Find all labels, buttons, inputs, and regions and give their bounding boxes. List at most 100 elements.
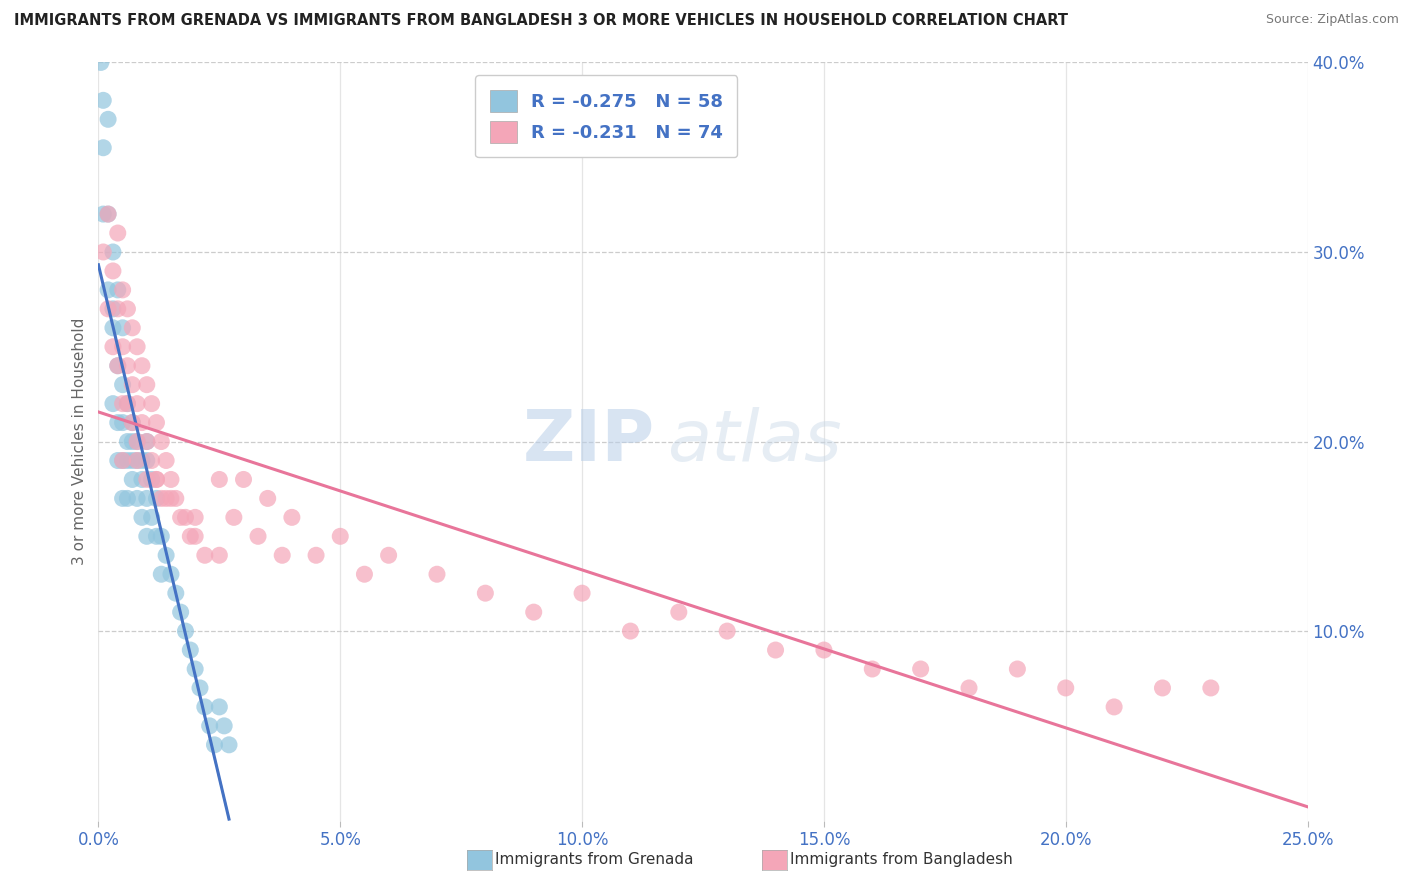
Point (150, 434, 173, 449)
Point (141, 396, 163, 410)
Point (256, 491, 278, 506)
Point (135, 377, 157, 392)
Point (135, 453, 157, 467)
Point (155, 453, 177, 467)
Point (141, 473, 163, 487)
Point (101, 340, 124, 354)
Point (160, 567, 183, 582)
Point (111, 453, 134, 467)
Point (135, 434, 157, 449)
Point (135, 473, 157, 487)
Point (208, 699, 231, 714)
Point (329, 529, 352, 543)
Point (208, 548, 231, 563)
Point (222, 510, 245, 524)
Point (169, 605, 191, 619)
Point (813, 643, 835, 657)
Text: IMMIGRANTS FROM GRENADA VS IMMIGRANTS FROM BANGLADESH 3 OR MORE VEHICLES IN HOUS: IMMIGRANTS FROM GRENADA VS IMMIGRANTS FR… (14, 13, 1069, 29)
Point (281, 510, 304, 524)
Point (305, 548, 328, 563)
Text: ZIP: ZIP (523, 407, 655, 476)
Point (377, 548, 399, 563)
Point (111, 416, 134, 430)
Point (426, 567, 449, 582)
Point (121, 416, 143, 430)
Point (194, 699, 217, 714)
Point (107, 416, 129, 430)
Point (145, 529, 167, 543)
Point (198, 719, 221, 733)
Point (91, 94, 114, 108)
Point (212, 719, 235, 733)
Point (101, 264, 124, 278)
Point (91, 244, 114, 259)
Point (111, 283, 134, 297)
Text: atlas: atlas (666, 407, 841, 476)
Point (107, 226, 129, 240)
Point (101, 320, 124, 334)
Point (97, 112, 120, 127)
Point (97, 207, 120, 221)
Point (131, 473, 153, 487)
Point (910, 662, 932, 676)
Point (101, 301, 124, 316)
Point (765, 643, 787, 657)
Point (121, 473, 143, 487)
Point (121, 377, 143, 392)
Point (117, 491, 139, 506)
Point (179, 643, 201, 657)
Point (91, 141, 114, 155)
Point (107, 453, 129, 467)
Point (127, 453, 149, 467)
Point (188, 681, 211, 695)
Point (232, 473, 254, 487)
Point (571, 586, 593, 600)
Text: Immigrants from Bangladesh: Immigrants from Bangladesh (790, 853, 1012, 867)
Point (165, 491, 187, 506)
Point (150, 529, 173, 543)
Point (121, 320, 143, 334)
Point (194, 548, 217, 563)
Point (141, 453, 163, 467)
Point (121, 416, 143, 430)
Point (145, 491, 167, 506)
Point (131, 416, 153, 430)
Point (117, 359, 139, 373)
Point (218, 738, 240, 752)
Point (184, 662, 207, 676)
Point (174, 624, 197, 639)
Point (184, 510, 207, 524)
Point (179, 529, 201, 543)
Point (127, 396, 149, 410)
Point (160, 473, 183, 487)
Point (111, 491, 134, 506)
Point (111, 396, 134, 410)
Point (127, 434, 149, 449)
Point (111, 320, 134, 334)
Point (353, 567, 375, 582)
Point (1054, 681, 1077, 695)
Point (135, 529, 157, 543)
Point (117, 453, 139, 467)
Point (107, 301, 129, 316)
Point (271, 548, 294, 563)
Point (160, 491, 183, 506)
Point (97, 301, 120, 316)
Point (860, 662, 883, 676)
Point (155, 491, 177, 506)
Point (184, 529, 207, 543)
Point (101, 396, 124, 410)
Point (247, 529, 270, 543)
Point (117, 396, 139, 410)
Point (111, 453, 134, 467)
Point (111, 340, 134, 354)
Point (111, 377, 134, 392)
Point (107, 359, 129, 373)
Point (1007, 662, 1029, 676)
Point (107, 283, 129, 297)
Y-axis label: 3 or more Vehicles in Household: 3 or more Vehicles in Household (72, 318, 87, 566)
Point (474, 586, 496, 600)
Point (141, 510, 163, 524)
Point (169, 510, 191, 524)
Point (957, 681, 980, 695)
